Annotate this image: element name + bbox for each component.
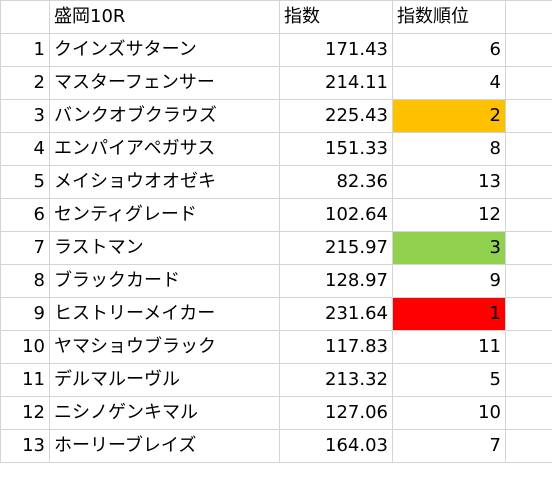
cell-index[interactable]: 151.33: [279, 132, 393, 166]
cell-index[interactable]: 82.36: [279, 165, 393, 199]
cell-index[interactable]: 213.32: [279, 363, 393, 397]
cell-empty[interactable]: [505, 297, 552, 331]
table-row: 12 ニシノゲンキマル 127.06 10: [0, 396, 552, 430]
cell-index[interactable]: 171.43: [279, 33, 393, 67]
cell-horse-name[interactable]: ヒストリーメイカー: [49, 297, 280, 331]
cell-index[interactable]: 215.97: [279, 231, 393, 265]
cell-index[interactable]: 117.83: [279, 330, 393, 364]
table-row: 11 デルマルーヴル 213.32 5: [0, 363, 552, 397]
cell-horse-name[interactable]: バンクオブクラウズ: [49, 99, 280, 133]
table-row: 4 エンパイアペガサス 151.33 8: [0, 132, 552, 166]
cell-index[interactable]: 128.97: [279, 264, 393, 298]
cell-header-title[interactable]: 盛岡10R: [49, 0, 280, 34]
cell-rank[interactable]: 9: [392, 264, 506, 298]
cell-index[interactable]: 102.64: [279, 198, 393, 232]
cell-empty[interactable]: [505, 33, 552, 67]
table-row: 10 ヤマショウブラック 117.83 11: [0, 330, 552, 364]
cell-horse-name[interactable]: センティグレード: [49, 198, 280, 232]
cell-empty[interactable]: [505, 99, 552, 133]
cell-row-number[interactable]: 4: [0, 132, 50, 166]
cell-rank[interactable]: 12: [392, 198, 506, 232]
cell-row-number[interactable]: 5: [0, 165, 50, 199]
cell-empty[interactable]: [505, 165, 552, 199]
cell-horse-name[interactable]: エンパイアペガサス: [49, 132, 280, 166]
cell-row-number[interactable]: 2: [0, 66, 50, 100]
cell-horse-name[interactable]: ヤマショウブラック: [49, 330, 280, 364]
cell-header-number[interactable]: [0, 0, 50, 34]
cell-rank[interactable]: 3: [392, 231, 506, 265]
cell-rank[interactable]: 13: [392, 165, 506, 199]
cell-row-number[interactable]: 6: [0, 198, 50, 232]
cell-empty[interactable]: [505, 429, 552, 463]
table-row: 7 ラストマン 215.97 3: [0, 231, 552, 265]
cell-rank[interactable]: 4: [392, 66, 506, 100]
cell-header-empty[interactable]: [505, 0, 552, 34]
cell-empty[interactable]: [505, 198, 552, 232]
cell-row-number[interactable]: 13: [0, 429, 50, 463]
table-row: 2 マスターフェンサー 214.11 4: [0, 66, 552, 100]
cell-header-index[interactable]: 指数: [279, 0, 393, 34]
cell-header-rank[interactable]: 指数順位: [392, 0, 506, 34]
cell-rank[interactable]: 2: [392, 99, 506, 133]
cell-rank[interactable]: 8: [392, 132, 506, 166]
cell-empty[interactable]: [505, 132, 552, 166]
cell-horse-name[interactable]: ニシノゲンキマル: [49, 396, 280, 430]
cell-empty[interactable]: [505, 396, 552, 430]
cell-horse-name[interactable]: デルマルーヴル: [49, 363, 280, 397]
header-row: 盛岡10R 指数 指数順位: [0, 0, 552, 34]
cell-row-number[interactable]: 10: [0, 330, 50, 364]
cell-horse-name[interactable]: ラストマン: [49, 231, 280, 265]
cell-empty[interactable]: [505, 231, 552, 265]
cell-empty[interactable]: [505, 66, 552, 100]
cell-rank[interactable]: 5: [392, 363, 506, 397]
cell-empty[interactable]: [505, 264, 552, 298]
cell-rank[interactable]: 7: [392, 429, 506, 463]
cell-rank[interactable]: 6: [392, 33, 506, 67]
cell-row-number[interactable]: 11: [0, 363, 50, 397]
cell-empty[interactable]: [505, 330, 552, 364]
cell-horse-name[interactable]: ブラックカード: [49, 264, 280, 298]
cell-rank[interactable]: 1: [392, 297, 506, 331]
cell-row-number[interactable]: 12: [0, 396, 50, 430]
table-row: 6 センティグレード 102.64 12: [0, 198, 552, 232]
cell-index[interactable]: 225.43: [279, 99, 393, 133]
cell-horse-name[interactable]: クインズサターン: [49, 33, 280, 67]
cell-index[interactable]: 231.64: [279, 297, 393, 331]
cell-row-number[interactable]: 8: [0, 264, 50, 298]
table-row: 3 バンクオブクラウズ 225.43 2: [0, 99, 552, 133]
cell-horse-name[interactable]: マスターフェンサー: [49, 66, 280, 100]
cell-row-number[interactable]: 1: [0, 33, 50, 67]
cell-horse-name[interactable]: メイショウオオゼキ: [49, 165, 280, 199]
cell-horse-name[interactable]: ホーリーブレイズ: [49, 429, 280, 463]
cell-empty[interactable]: [505, 363, 552, 397]
cell-row-number[interactable]: 9: [0, 297, 50, 331]
cell-index[interactable]: 127.06: [279, 396, 393, 430]
table-row: 8 ブラックカード 128.97 9: [0, 264, 552, 298]
data-table: 盛岡10R 指数 指数順位 1 クインズサターン 171.43 6 2 マスターフェンサー…: [0, 0, 552, 463]
table-row: 1 クインズサターン 171.43 6: [0, 33, 552, 67]
table-row: 9 ヒストリーメイカー 231.64 1: [0, 297, 552, 331]
cell-rank[interactable]: 10: [392, 396, 506, 430]
cell-rank[interactable]: 11: [392, 330, 506, 364]
cell-row-number[interactable]: 3: [0, 99, 50, 133]
cell-index[interactable]: 214.11: [279, 66, 393, 100]
cell-index[interactable]: 164.03: [279, 429, 393, 463]
table-row: 5 メイショウオオゼキ 82.36 13: [0, 165, 552, 199]
cell-row-number[interactable]: 7: [0, 231, 50, 265]
table-row: 13 ホーリーブレイズ 164.03 7: [0, 429, 552, 463]
